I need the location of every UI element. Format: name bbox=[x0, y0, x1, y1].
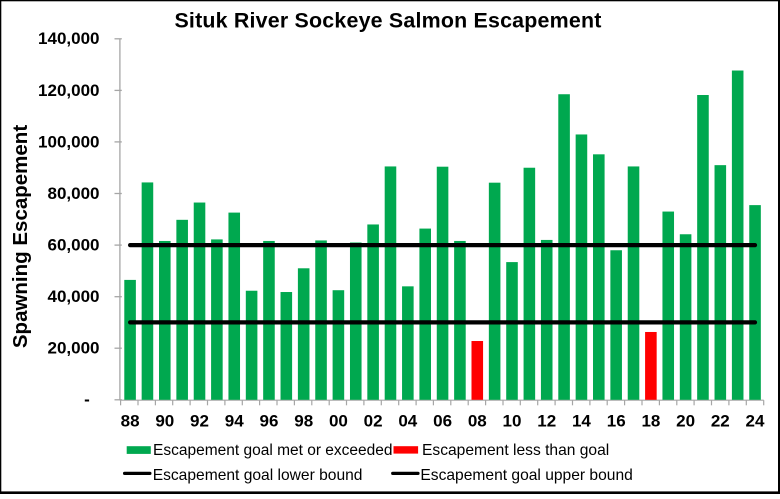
svg-text:100,000: 100,000 bbox=[38, 132, 99, 151]
svg-text:02: 02 bbox=[364, 411, 383, 430]
svg-text:98: 98 bbox=[294, 411, 313, 430]
svg-text:94: 94 bbox=[225, 411, 244, 430]
svg-text:00: 00 bbox=[329, 411, 348, 430]
svg-text:12: 12 bbox=[537, 411, 556, 430]
svg-text:120,000: 120,000 bbox=[38, 81, 99, 100]
svg-text:16: 16 bbox=[607, 411, 626, 430]
svg-text:96: 96 bbox=[260, 411, 279, 430]
svg-text:90: 90 bbox=[155, 411, 174, 430]
svg-text:06: 06 bbox=[433, 411, 452, 430]
svg-text:24: 24 bbox=[746, 411, 765, 430]
svg-text:20: 20 bbox=[676, 411, 695, 430]
svg-text:60,000: 60,000 bbox=[48, 236, 100, 255]
svg-text:Escapement goal lower bound: Escapement goal lower bound bbox=[153, 467, 363, 484]
svg-text:80,000: 80,000 bbox=[48, 184, 100, 203]
svg-text:Situk River Sockeye Salmon Esc: Situk River Sockeye Salmon Escapement bbox=[174, 9, 601, 33]
svg-text:-: - bbox=[84, 390, 90, 409]
svg-text:Escapement goal met or exceede: Escapement goal met or exceeded bbox=[153, 442, 393, 459]
svg-text:Escapement goal upper bound: Escapement goal upper bound bbox=[420, 467, 632, 484]
svg-text:10: 10 bbox=[503, 411, 522, 430]
svg-text:40,000: 40,000 bbox=[48, 287, 100, 306]
svg-text:Spawning Escapement: Spawning Escapement bbox=[9, 125, 32, 348]
svg-text:20,000: 20,000 bbox=[48, 339, 100, 358]
svg-text:18: 18 bbox=[641, 411, 660, 430]
svg-text:88: 88 bbox=[121, 411, 140, 430]
svg-text:Escapement less than goal: Escapement less than goal bbox=[422, 442, 609, 459]
svg-text:22: 22 bbox=[711, 411, 730, 430]
svg-text:92: 92 bbox=[190, 411, 209, 430]
svg-text:08: 08 bbox=[468, 411, 487, 430]
svg-text:140,000: 140,000 bbox=[38, 29, 99, 48]
svg-text:14: 14 bbox=[572, 411, 591, 430]
svg-text:04: 04 bbox=[398, 411, 417, 430]
